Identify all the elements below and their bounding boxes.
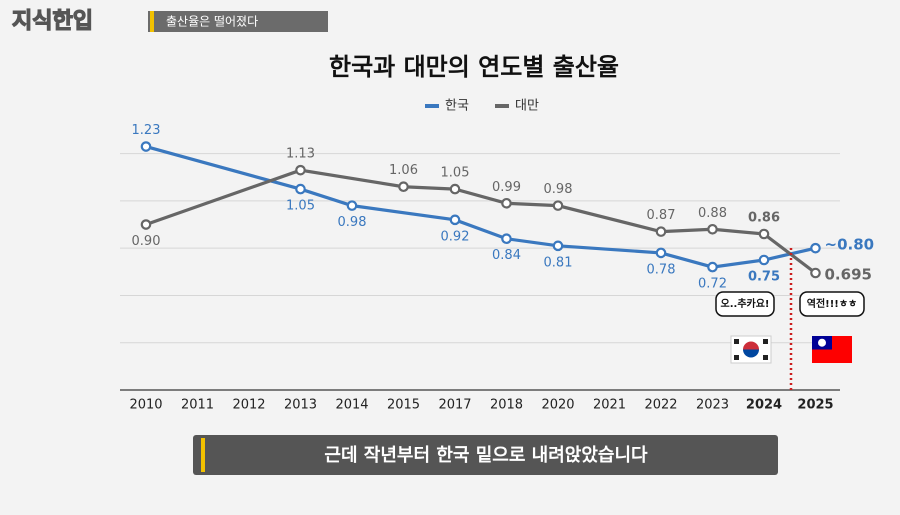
legend-label: 한국 xyxy=(445,99,469,114)
caption-accent xyxy=(201,438,205,472)
speech-bubble xyxy=(799,291,865,317)
x-tick-label: 2021 xyxy=(593,398,626,413)
data-point xyxy=(346,200,358,211)
data-point xyxy=(552,240,564,252)
value-label: 0.87 xyxy=(647,208,676,223)
x-tick-label: 2022 xyxy=(644,398,677,413)
korea-flag xyxy=(730,335,772,364)
data-point xyxy=(295,183,306,195)
x-tick-label: 2012 xyxy=(232,398,265,413)
series-line xyxy=(145,168,817,275)
data-point xyxy=(449,183,461,195)
value-label: 1.05 xyxy=(286,199,315,214)
value-label: 0.98 xyxy=(544,182,573,197)
x-tick-label: 2018 xyxy=(490,398,523,413)
data-point xyxy=(295,164,306,176)
data-point xyxy=(501,233,512,245)
value-label: 0.78 xyxy=(647,262,676,277)
value-label: 0.99 xyxy=(492,180,521,195)
value-label: 1.06 xyxy=(389,163,418,178)
value-label: 1.23 xyxy=(132,123,161,138)
value-label: 0.88 xyxy=(698,206,727,221)
data-point xyxy=(707,223,718,235)
data-point xyxy=(398,181,409,193)
legend-label: 대만 xyxy=(515,99,539,114)
data-point xyxy=(810,242,821,254)
data-point xyxy=(655,247,667,259)
value-label: 0.86 xyxy=(748,211,780,226)
caption-box xyxy=(193,435,778,475)
tag-text: 출산율은 떨어졌다 xyxy=(166,15,258,29)
annotation: 오..추카요! xyxy=(721,297,770,310)
x-tick-label: 2013 xyxy=(284,398,317,413)
value-label: 0.72 xyxy=(698,277,727,292)
data-point xyxy=(449,214,461,226)
tag-box xyxy=(148,11,328,32)
data-point xyxy=(810,267,821,279)
data-point xyxy=(758,228,770,240)
value-label: ~0.80 xyxy=(825,236,875,254)
data-point xyxy=(501,197,512,209)
value-label: 0.75 xyxy=(748,270,780,285)
series-line xyxy=(145,145,816,269)
x-tick-label: 2023 xyxy=(696,398,729,413)
taiwan-flag xyxy=(812,336,852,363)
logo: 지식한입 xyxy=(12,9,93,34)
data-point xyxy=(552,200,564,211)
value-label: 0.695 xyxy=(825,266,872,284)
value-label: 1.13 xyxy=(286,147,315,162)
plot: 2010 2011 2012 2013 2014 2015 2017 2018 2020 2021… xyxy=(120,99,874,413)
chart-title: 한국과 대만의 연도별 출산율 xyxy=(329,53,619,81)
x-tick-label: 2025 xyxy=(797,398,833,413)
x-tick-label: 2014 xyxy=(335,398,368,413)
caption: 근데 작년부터 한국 밑으로 내려앉았습니다 xyxy=(324,445,648,466)
value-label: 0.84 xyxy=(492,248,521,263)
data-point xyxy=(140,141,152,152)
value-label: 0.81 xyxy=(544,255,573,270)
value-label: 0.98 xyxy=(338,215,367,230)
data-point xyxy=(655,226,667,237)
data-point xyxy=(140,219,152,230)
x-tick-label: 2024 xyxy=(746,398,782,413)
data-point xyxy=(758,254,770,266)
value-label: 0.92 xyxy=(441,229,470,244)
x-tick-label: 2020 xyxy=(541,398,574,413)
value-label: 0.90 xyxy=(132,234,161,249)
x-tick-label: 2010 xyxy=(129,398,162,413)
annotation: 역전!!!ㅎㅎ xyxy=(807,297,857,310)
speech-bubble xyxy=(715,291,775,317)
x-tick-label: 2017 xyxy=(438,398,471,413)
x-tick-label: 2011 xyxy=(181,398,214,413)
data-point xyxy=(707,261,718,273)
tag-accent xyxy=(150,11,154,32)
x-tick-label: 2015 xyxy=(387,398,420,413)
value-label: 1.05 xyxy=(441,166,470,181)
